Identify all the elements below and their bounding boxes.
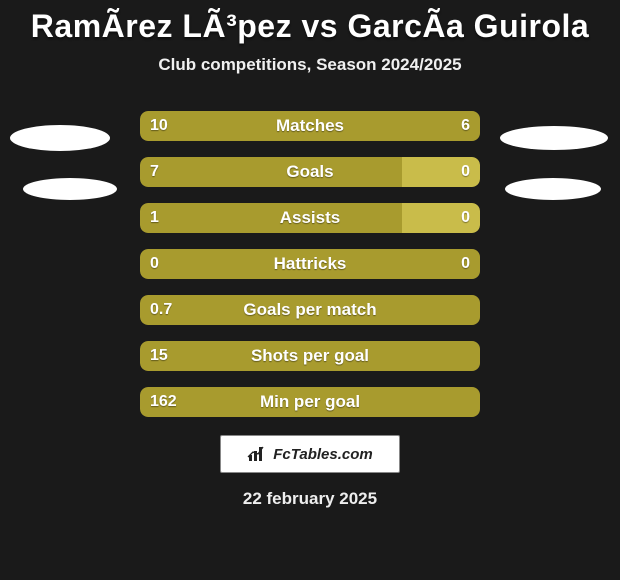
stat-row: 0.7Goals per match bbox=[0, 295, 620, 325]
stat-row: 15Shots per goal bbox=[0, 341, 620, 371]
page-title: RamÃ­rez LÃ³pez vs GarcÃ­a Guirola bbox=[0, 0, 620, 45]
stat-label: Assists bbox=[140, 203, 480, 233]
stat-label: Goals bbox=[140, 157, 480, 187]
watermark-badge: FcTables.com bbox=[220, 435, 400, 473]
logo-placeholder bbox=[500, 126, 608, 150]
stat-row: 162Min per goal bbox=[0, 387, 620, 417]
stat-label: Shots per goal bbox=[140, 341, 480, 371]
stat-label: Hattricks bbox=[140, 249, 480, 279]
stat-label: Matches bbox=[140, 111, 480, 141]
subtitle: Club competitions, Season 2024/2025 bbox=[0, 55, 620, 75]
stat-row: 00Hattricks bbox=[0, 249, 620, 279]
stat-label: Min per goal bbox=[140, 387, 480, 417]
watermark-text: FcTables.com bbox=[273, 446, 372, 463]
logo-placeholder bbox=[505, 178, 601, 200]
stat-row: 10Assists bbox=[0, 203, 620, 233]
watermark-chart-icon bbox=[247, 445, 269, 463]
stat-label: Goals per match bbox=[140, 295, 480, 325]
logo-placeholder bbox=[10, 125, 110, 151]
comparison-infographic: RamÃ­rez LÃ³pez vs GarcÃ­a Guirola Club … bbox=[0, 0, 620, 580]
date-text: 22 february 2025 bbox=[0, 489, 620, 509]
logo-placeholder bbox=[23, 178, 117, 200]
stats-area: 106Matches70Goals10Assists00Hattricks0.7… bbox=[0, 111, 620, 417]
